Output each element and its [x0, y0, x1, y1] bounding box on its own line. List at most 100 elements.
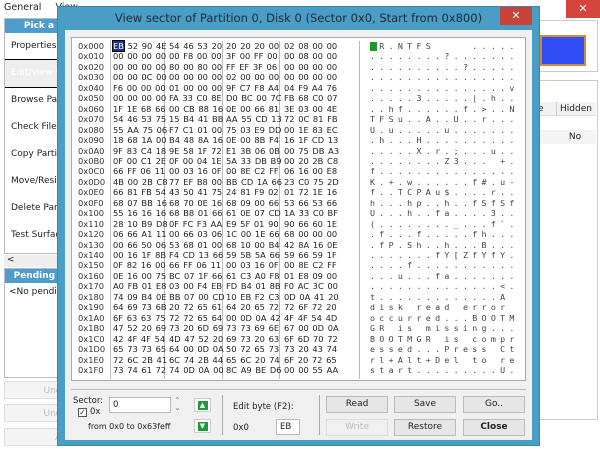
hex-byte[interactable]: 20 — [211, 41, 223, 51]
hex-group[interactable]: 0E 16 00 75 — [113, 271, 166, 282]
hex-byte[interactable]: 41 — [156, 354, 168, 365]
hex-byte[interactable]: 3B — [240, 145, 252, 156]
hex-group[interactable]: FB 68 C0 07 — [284, 93, 338, 104]
hex-group[interactable]: 00 00 00 00 — [169, 72, 222, 83]
hex-byte[interactable]: 11 — [156, 229, 167, 240]
hex-group[interactable]: 67 00 0D 0A — [284, 323, 339, 334]
hex-byte[interactable]: A4 — [268, 82, 280, 93]
hex-byte[interactable]: 20 — [212, 333, 224, 344]
hex-byte[interactable]: 81 — [268, 103, 280, 114]
hex-byte[interactable]: FC — [182, 218, 194, 229]
ascii-text[interactable]: f..TCPAu$....r.. — [370, 187, 519, 198]
hex-byte[interactable]: 64 — [169, 344, 180, 355]
hex-byte[interactable]: 20 — [298, 155, 309, 166]
hex-group[interactable]: 00 08 00 00 — [284, 51, 337, 62]
hex-group[interactable]: 68 09 00 66 — [226, 198, 279, 209]
hex-group[interactable]: 00 75 DB A3 — [284, 146, 339, 157]
ascii-text[interactable]: start.........U. — [370, 364, 519, 375]
hex-byte[interactable]: 75 — [226, 124, 237, 135]
hex-group[interactable]: 6C 74 2B 44 — [169, 355, 223, 366]
hex-byte[interactable]: 65 — [197, 302, 208, 313]
hex-byte[interactable]: F7 — [169, 124, 180, 135]
hex-byte[interactable]: 00 — [213, 364, 224, 375]
hex-byte[interactable]: 46 — [127, 114, 138, 125]
hex-byte[interactable]: C0 — [196, 93, 208, 104]
hex-byte[interactable]: 11 — [154, 166, 166, 177]
hex-byte[interactable]: C2 — [254, 166, 266, 177]
hex-byte[interactable]: 00 — [169, 72, 180, 83]
hex-byte[interactable]: 00 — [312, 103, 323, 114]
hex-byte[interactable]: 0C — [298, 114, 310, 125]
hex-byte[interactable]: 18 — [113, 135, 124, 146]
hex-byte[interactable]: 20 — [297, 354, 309, 365]
hex-byte[interactable]: 72 — [183, 312, 194, 323]
hex-byte[interactable]: 24 — [226, 187, 237, 198]
hex-byte[interactable]: 1E — [298, 124, 309, 135]
hex-byte[interactable]: 81 — [240, 187, 251, 198]
hex-byte[interactable]: AA — [127, 124, 139, 135]
hex-byte[interactable]: 16 — [156, 197, 167, 208]
hex-group[interactable]: 00 00 00 00 — [284, 72, 337, 83]
hex-byte[interactable]: 68 — [127, 135, 138, 146]
hex-byte[interactable]: 0A — [327, 323, 339, 334]
hex-byte[interactable]: 66 — [269, 229, 280, 240]
hex-byte[interactable]: B8 — [196, 176, 208, 187]
hex-byte[interactable]: 1A — [284, 208, 295, 219]
hex-byte[interactable]: 8C — [226, 364, 238, 375]
hex-byte[interactable]: 28 — [113, 218, 124, 229]
partition-block[interactable] — [540, 35, 586, 66]
hex-byte[interactable]: 6C — [240, 354, 252, 365]
hex-byte[interactable]: 65 — [226, 354, 237, 365]
hex-byte[interactable]: 0A — [198, 364, 210, 375]
hex-byte[interactable]: BB — [169, 291, 181, 302]
hex-byte[interactable]: D8 — [156, 218, 168, 229]
hex-byte[interactable]: 16 — [141, 208, 152, 219]
hex-byte[interactable]: CD — [268, 208, 281, 219]
hex-byte[interactable]: 00 — [183, 82, 194, 93]
hex-byte[interactable]: F8 — [269, 270, 280, 281]
ascii-text[interactable]: U...h..fa....3.. — [370, 208, 519, 219]
hex-byte[interactable]: FF — [327, 260, 337, 271]
hex-byte[interactable]: 16 — [197, 166, 208, 177]
hex-byte[interactable]: 33 — [240, 155, 252, 166]
hex-byte[interactable]: 00 — [312, 166, 323, 177]
sector-spinner[interactable]: ⌃ ⌄ — [174, 396, 181, 412]
hex-group[interactable]: 4B 00 2B C8 — [113, 177, 168, 188]
hex-group[interactable]: 43 50 41 75 — [169, 187, 222, 198]
hex-byte[interactable]: 73 — [268, 344, 280, 355]
hex-byte[interactable]: BB — [212, 114, 224, 125]
hex-byte[interactable]: 00 — [239, 51, 251, 62]
hex-byte[interactable]: 69 — [226, 333, 237, 344]
hex-byte[interactable]: B8 — [183, 208, 195, 219]
previous-sector-button[interactable]: ▲ — [194, 398, 211, 412]
hex-checkbox[interactable]: ✓ — [78, 408, 87, 417]
hex-group[interactable]: 69 73 20 63 — [226, 334, 279, 345]
hex-byte[interactable]: D0 — [226, 93, 238, 104]
hex-byte[interactable]: 00 — [113, 93, 124, 104]
hex-byte[interactable]: 00 — [155, 61, 167, 72]
hex-group[interactable]: F0 AC 3C 00 — [284, 281, 338, 292]
hex-byte[interactable]: 6F — [284, 354, 295, 365]
hex-byte[interactable]: 72 — [284, 114, 295, 125]
hex-byte[interactable]: B4 — [169, 135, 180, 146]
ascii-text[interactable]: occurred...BOOTM — [370, 312, 519, 323]
hex-byte[interactable]: 08 — [298, 51, 309, 62]
hex-byte[interactable]: 33 — [182, 93, 193, 104]
hex-byte[interactable]: CD — [182, 250, 195, 260]
hex-byte[interactable]: 73 — [284, 344, 295, 355]
hex-byte[interactable]: 81 — [127, 187, 138, 198]
hex-byte[interactable]: 00 — [211, 72, 223, 83]
hex-byte[interactable]: 02 — [268, 187, 279, 198]
hex-byte[interactable]: 6D — [197, 323, 210, 334]
hex-group[interactable]: 9E 58 1F 72 — [169, 146, 222, 157]
hex-byte[interactable]: 20 — [240, 41, 251, 51]
hex-byte[interactable]: 00 — [126, 82, 138, 93]
hex-byte[interactable]: 72 — [240, 344, 251, 355]
hex-byte[interactable]: 73 — [141, 344, 152, 355]
hex-group[interactable]: 64 00 0D 0A — [169, 344, 224, 355]
hex-byte[interactable]: 00 — [141, 270, 152, 281]
ascii-text[interactable]: ................ — [370, 72, 519, 83]
ascii-text[interactable]: rl+Alt+Del to re — [370, 354, 519, 365]
hex-byte[interactable]: 00 — [268, 72, 280, 83]
hex-byte[interactable]: CD — [255, 114, 268, 125]
